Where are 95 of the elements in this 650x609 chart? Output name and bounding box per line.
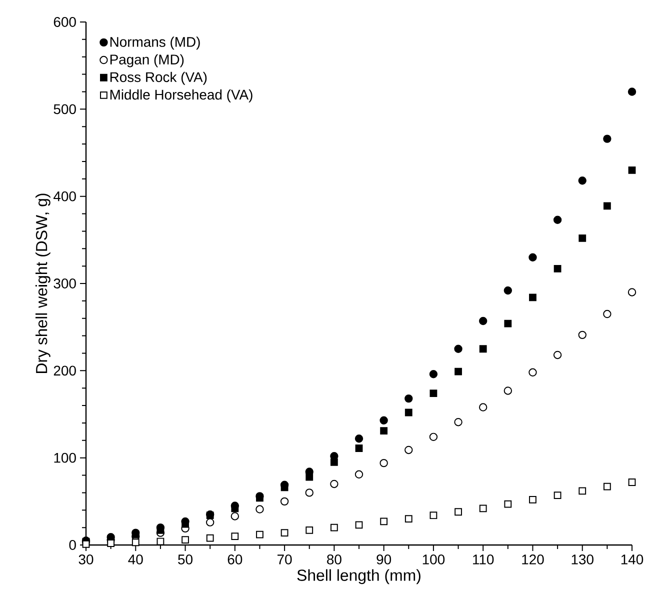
- x-tick-label: 100: [422, 554, 445, 564]
- point: [553, 216, 562, 224]
- point: [206, 518, 214, 526]
- point: [404, 408, 412, 416]
- point: [578, 487, 586, 495]
- y-tick-label: 200: [54, 366, 76, 376]
- point: [354, 470, 364, 478]
- point: [603, 202, 611, 210]
- point: [454, 418, 462, 426]
- point: [404, 515, 412, 523]
- point: [280, 484, 288, 492]
- legend-label: Pagan (MD): [110, 54, 184, 68]
- point: [404, 446, 413, 454]
- x-tick-label: 90: [376, 554, 392, 564]
- point: [380, 458, 388, 468]
- x-tick-label: 60: [228, 554, 242, 564]
- point: [528, 253, 537, 262]
- point: [430, 390, 438, 398]
- point: [354, 434, 364, 443]
- point: [206, 534, 214, 542]
- x-tick-label: 30: [78, 554, 94, 564]
- point: [82, 540, 90, 548]
- point: [231, 532, 239, 540]
- point: [107, 540, 115, 547]
- point: [156, 526, 164, 534]
- x-tick-label: 120: [522, 554, 544, 564]
- point: [628, 88, 636, 96]
- point: [479, 504, 487, 512]
- y-tick-label: 600: [54, 17, 76, 27]
- point: [230, 512, 240, 520]
- point: [628, 288, 636, 296]
- point: [504, 386, 512, 395]
- point: [280, 529, 288, 536]
- point: [182, 536, 189, 544]
- point: [504, 500, 512, 508]
- point: [380, 427, 388, 435]
- point: [380, 416, 388, 424]
- point: [355, 521, 363, 529]
- point: [280, 497, 289, 506]
- point: [355, 444, 363, 452]
- y-tick-label: 100: [54, 452, 76, 463]
- point: [231, 504, 239, 512]
- point: [628, 478, 636, 486]
- point: [429, 370, 438, 378]
- y-axis-title: Dry shell weight (DSW, g): [36, 194, 50, 373]
- point: [504, 286, 512, 295]
- y-tick-label: 300: [54, 278, 76, 288]
- point: [306, 473, 314, 481]
- point: [256, 505, 264, 514]
- point: [454, 344, 462, 353]
- point: [132, 538, 140, 546]
- point: [603, 482, 611, 490]
- x-tick-label: 140: [621, 554, 644, 564]
- x-tick-label: 130: [572, 554, 594, 564]
- point: [330, 524, 338, 532]
- point: [554, 492, 562, 500]
- point: [430, 512, 438, 520]
- point: [429, 432, 438, 442]
- y-tick-label: 400: [54, 191, 76, 202]
- point: [305, 488, 314, 497]
- point: [628, 166, 636, 174]
- point: [330, 480, 338, 488]
- legend-label: Normans (MD): [110, 36, 200, 50]
- point: [554, 264, 562, 272]
- point: [454, 508, 462, 516]
- point: [603, 134, 612, 143]
- x-tick-label: 50: [178, 554, 192, 564]
- point: [478, 316, 488, 326]
- y-tick-label: 0: [69, 540, 76, 550]
- point: [380, 518, 388, 526]
- point: [306, 526, 314, 534]
- point: [504, 320, 512, 328]
- point: [578, 330, 586, 340]
- point: [404, 394, 413, 403]
- point: [578, 176, 586, 185]
- point: [330, 458, 338, 466]
- x-axis-title: Shell length (mm): [297, 569, 420, 584]
- point: [454, 368, 462, 376]
- point: [156, 538, 164, 546]
- point: [529, 294, 536, 302]
- legend-label: Middle Horsehead (VA): [110, 89, 252, 102]
- point: [256, 530, 264, 538]
- y-tick-label: 500: [54, 104, 76, 114]
- x-tick-label: 40: [128, 554, 143, 564]
- x-tick-label: 70: [278, 554, 292, 564]
- point: [603, 310, 612, 318]
- point: [478, 403, 488, 412]
- legend-label: Ross Rock (VA): [110, 72, 207, 85]
- point: [529, 496, 536, 504]
- point: [479, 345, 487, 353]
- point: [578, 234, 586, 242]
- x-tick-label: 80: [327, 554, 342, 564]
- point: [528, 368, 537, 377]
- x-tick-label: 110: [473, 554, 494, 564]
- point: [553, 350, 562, 360]
